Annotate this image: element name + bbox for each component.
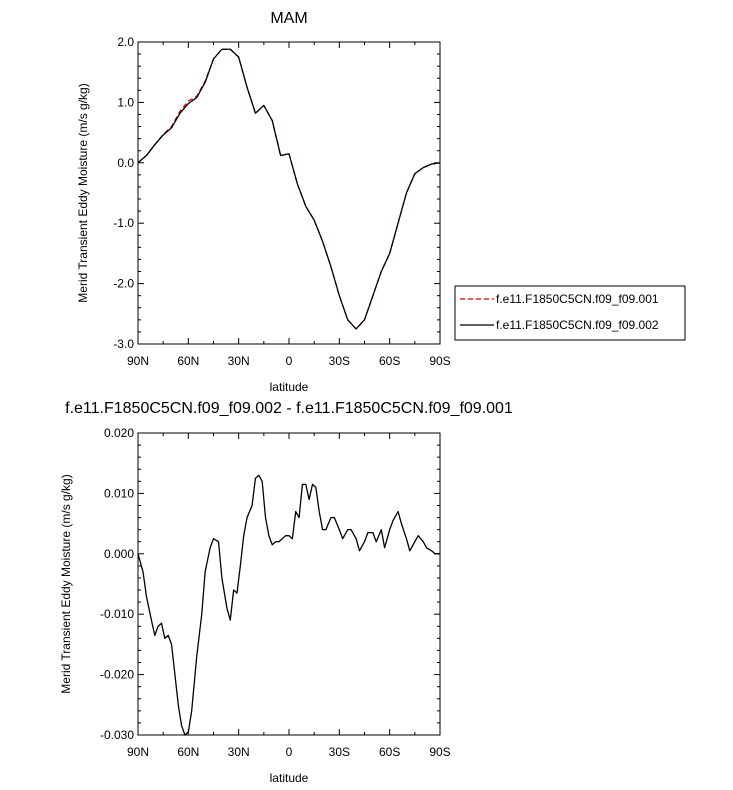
panel-2-ytick-label: -0.010 — [100, 607, 134, 621]
panel-2-ytick-label: 0.000 — [104, 547, 134, 561]
panel-1-xtick-label: 60S — [379, 354, 400, 368]
panel-1-ytick-label: 1.0 — [117, 95, 134, 109]
panel-2-xtick-label: 90N — [127, 745, 149, 759]
panel-1-ytick-label: 0.0 — [117, 156, 134, 170]
top-x-axis-label: latitude — [270, 380, 309, 394]
bottom-ticks-group: 90N 60N 30N 0 30S 60S 90S 0.020 0.010 0.000 -0.010… — [100, 426, 451, 759]
panel-2-series-1-line — [137, 474, 440, 736]
panel-2-ytick-label: 0.010 — [104, 486, 134, 500]
panel-1-ytick-label: 2.0 — [117, 35, 134, 49]
panel-1-series-1-line — [137, 48, 441, 330]
panel-2-xtick-label: 90S — [429, 745, 450, 759]
top-panel: MAM 90N 60N 30N 0 30S 60S 90S 2.0 1.0 0.0 -1.0 -2.0… — [76, 10, 451, 394]
top-plot-frame — [137, 41, 441, 345]
panel-1-xtick-label: 90N — [127, 354, 149, 368]
panel-2-xtick-label: 60N — [177, 745, 199, 759]
panel-2-xtick-label: 30N — [228, 745, 250, 759]
legend-box — [454, 285, 686, 341]
panel-1-xtick-label: 60N — [177, 354, 199, 368]
panel-2-xtick-label: 0 — [286, 745, 293, 759]
panel-1-xtick-label: 90S — [429, 354, 450, 368]
bottom-plot-frame — [137, 432, 441, 736]
panel-1-ytick-label: -1.0 — [113, 216, 134, 230]
legend: f.e11.F1850C5CN.f09_f09.001 f.e11.F1850C… — [454, 285, 686, 341]
legend-label-series-2: f.e11.F1850C5CN.f09_f09.002 — [496, 318, 659, 332]
panel-1-xtick-label: 0 — [286, 354, 293, 368]
panel-1-xtick-label: 30N — [228, 354, 250, 368]
bottom-panel: f.e11.F1850C5CN.f09_f09.002 - f.e11.F185… — [59, 400, 513, 785]
panel-1-xtick-label: 30S — [329, 354, 350, 368]
bottom-chart-title: f.e11.F1850C5CN.f09_f09.002 - f.e11.F185… — [65, 400, 513, 417]
panel-1-ytick-label: -3.0 — [113, 337, 134, 351]
top-series-group — [137, 48, 441, 330]
top-chart-title: MAM — [270, 10, 307, 27]
panel-2-xtick-label: 60S — [379, 745, 400, 759]
legend-label-series-1: f.e11.F1850C5CN.f09_f09.001 — [496, 292, 659, 306]
panel-2-ytick-label: 0.020 — [104, 426, 134, 440]
panel-2-ytick-label: -0.030 — [100, 728, 134, 742]
panel-1-series-2-line — [137, 48, 441, 330]
bottom-y-axis-label: Merid Transient Eddy Moisture (m/s g/kg) — [59, 474, 73, 693]
bottom-x-axis-label: latitude — [270, 771, 309, 785]
panel-1-ytick-label: -2.0 — [113, 277, 134, 291]
panel-2-xtick-label: 30S — [329, 745, 350, 759]
bottom-series-group — [137, 474, 440, 736]
panel-2-ytick-label: -0.020 — [100, 668, 134, 682]
top-y-axis-label: Merid Transient Eddy Moisture (m/s g/kg) — [76, 83, 90, 302]
top-ticks-group: 90N 60N 30N 0 30S 60S 90S 2.0 1.0 0.0 -1.0 -2.0 -3.0 — [113, 35, 450, 368]
